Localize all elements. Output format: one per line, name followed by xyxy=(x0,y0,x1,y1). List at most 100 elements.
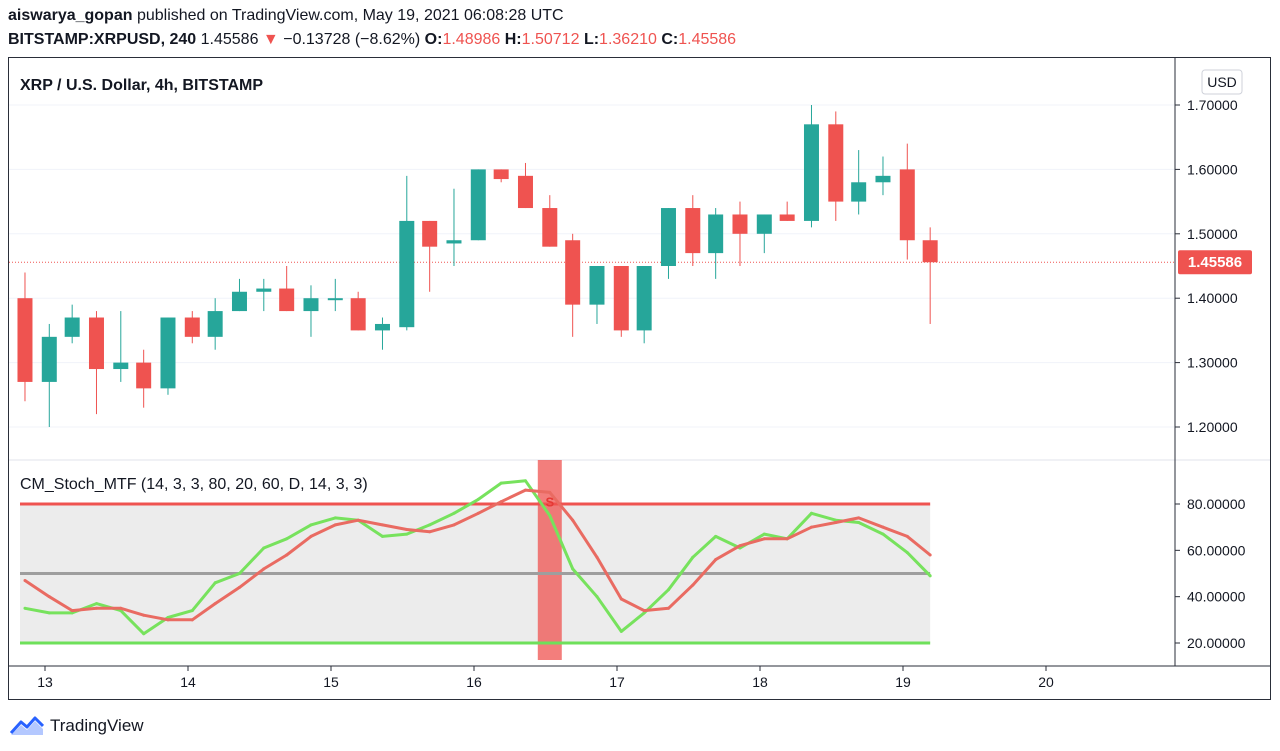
candle-body xyxy=(613,266,629,331)
candle-up xyxy=(113,311,129,382)
stoch-point xyxy=(666,606,670,610)
last-price: 1.45586 xyxy=(200,31,259,48)
candle-body xyxy=(732,214,748,234)
currency-button-label[interactable]: USD xyxy=(1207,74,1237,90)
tradingview-logo-icon xyxy=(10,716,44,735)
candle-down xyxy=(685,195,701,266)
candle-down xyxy=(493,169,509,183)
stoch-point xyxy=(595,595,599,599)
stoch-point xyxy=(619,629,623,633)
stoch-axis-label: 60.00000 xyxy=(1187,542,1246,558)
stoch-point xyxy=(285,553,289,557)
stoch-point xyxy=(523,479,527,483)
candle-body xyxy=(756,214,772,234)
candle-up xyxy=(756,214,772,254)
candle-body xyxy=(470,169,486,241)
stoch-point xyxy=(881,532,885,536)
publisher-name[interactable]: aiswarya_gopan xyxy=(8,7,133,24)
stoch-point xyxy=(666,588,670,592)
stoch-point xyxy=(499,500,503,504)
stoch-point xyxy=(23,606,27,610)
candle-down xyxy=(542,195,558,247)
candle-body xyxy=(875,175,891,183)
time-axis-label: 18 xyxy=(752,674,768,690)
candle-up xyxy=(851,150,867,215)
open-label: O: xyxy=(424,31,443,48)
candle-down xyxy=(184,311,200,344)
candle-body xyxy=(399,220,415,328)
stoch-point xyxy=(190,618,194,622)
stoch-point xyxy=(213,581,217,585)
chart-title: XRP / U.S. Dollar, 4h, BITSTAMP xyxy=(20,77,263,94)
stoch-point xyxy=(762,532,766,536)
candle-body xyxy=(422,220,438,247)
stoch-point xyxy=(619,597,623,601)
stoch-point xyxy=(499,481,503,485)
stoch-point xyxy=(809,511,813,515)
stoch-point xyxy=(834,521,838,525)
stoch-point xyxy=(405,532,409,536)
stoch-point xyxy=(380,534,384,538)
stoch-point xyxy=(94,602,98,606)
candle-down xyxy=(422,220,438,292)
stoch-point xyxy=(905,551,909,555)
stoch-point xyxy=(452,511,456,515)
candle-down xyxy=(17,272,33,402)
stoch-point xyxy=(714,558,718,562)
last-price-badge: 1.45586 xyxy=(1178,250,1252,275)
stoch-point xyxy=(571,518,575,522)
candle-body xyxy=(136,362,152,389)
signal-marker: S xyxy=(545,495,554,510)
last-price-badge-text: 1.45586 xyxy=(1188,254,1242,271)
stoch-point xyxy=(595,555,599,559)
stoch-point xyxy=(70,609,74,613)
candle-down xyxy=(350,291,366,331)
price-change: −0.13728 (−8.62%) xyxy=(283,31,421,48)
candle-body xyxy=(565,240,581,305)
candle-body xyxy=(231,291,247,312)
time-axis-label: 15 xyxy=(323,674,339,690)
stoch-point xyxy=(642,609,646,613)
stoch-point xyxy=(881,525,885,529)
footer-brand[interactable]: TradingView xyxy=(10,714,144,738)
candle-down xyxy=(613,266,629,337)
candle-body xyxy=(779,214,795,221)
candle-up xyxy=(207,298,223,350)
chart-frame[interactable] xyxy=(8,57,1271,700)
candle-body xyxy=(160,317,176,389)
candle-body xyxy=(113,362,129,370)
stoch-point xyxy=(405,527,409,531)
candle-up xyxy=(636,266,652,344)
candle-up xyxy=(231,278,247,312)
candle-body xyxy=(542,208,558,247)
stoch-point xyxy=(380,523,384,527)
candle-body xyxy=(207,311,223,337)
stoch-point xyxy=(237,585,241,589)
candle-body xyxy=(256,288,272,292)
time-axis-label: 20 xyxy=(1038,674,1054,690)
stoch-axis-label: 20.00000 xyxy=(1187,635,1246,651)
candle-up xyxy=(399,175,415,331)
candle-down xyxy=(136,349,152,408)
candle-body xyxy=(279,288,295,312)
candle-body xyxy=(589,266,605,305)
stoch-point xyxy=(428,523,432,527)
candle-body xyxy=(899,169,915,241)
candle-body xyxy=(64,317,80,337)
stoch-point xyxy=(523,488,527,492)
ohlc-bar: BITSTAMP:XRPUSD, 240 1.45586 ▼ −0.13728 … xyxy=(8,31,736,49)
stoch-point xyxy=(23,578,27,582)
candle-up xyxy=(303,285,319,337)
currency-button[interactable]: USD xyxy=(1201,69,1243,95)
stoch-point xyxy=(237,572,241,575)
stoch-point xyxy=(548,490,552,494)
candle-body xyxy=(446,240,462,244)
signal-bar xyxy=(537,460,562,660)
candle-down xyxy=(517,162,533,209)
stoch-axis-label: 80.00000 xyxy=(1187,496,1246,512)
time-axis-label: 19 xyxy=(895,674,911,690)
stoch-point xyxy=(762,537,766,541)
stoch-point xyxy=(166,618,170,622)
candle-down xyxy=(565,233,581,337)
